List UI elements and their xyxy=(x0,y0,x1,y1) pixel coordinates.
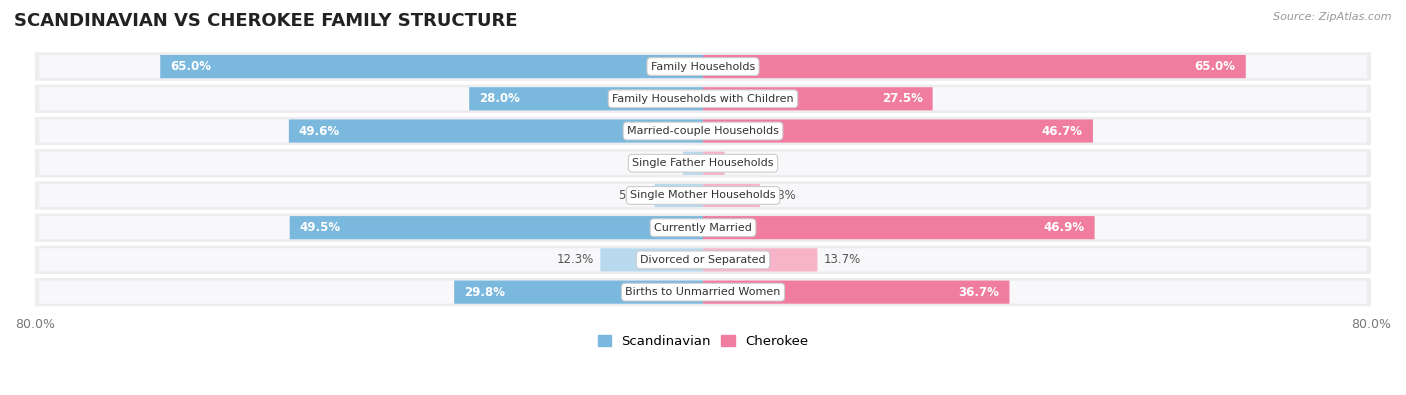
FancyBboxPatch shape xyxy=(703,119,1092,143)
FancyBboxPatch shape xyxy=(35,85,1371,113)
FancyBboxPatch shape xyxy=(35,181,1371,210)
FancyBboxPatch shape xyxy=(39,119,1367,143)
Text: 27.5%: 27.5% xyxy=(882,92,922,105)
Text: 29.8%: 29.8% xyxy=(464,286,505,299)
Text: 6.8%: 6.8% xyxy=(766,189,796,202)
FancyBboxPatch shape xyxy=(703,248,817,271)
FancyBboxPatch shape xyxy=(35,117,1371,145)
FancyBboxPatch shape xyxy=(683,152,703,175)
Text: Births to Unmarried Women: Births to Unmarried Women xyxy=(626,287,780,297)
Text: 49.6%: 49.6% xyxy=(299,124,340,137)
FancyBboxPatch shape xyxy=(39,55,1367,78)
FancyBboxPatch shape xyxy=(39,87,1367,110)
FancyBboxPatch shape xyxy=(35,278,1371,306)
Text: 46.7%: 46.7% xyxy=(1042,124,1083,137)
FancyBboxPatch shape xyxy=(35,246,1371,274)
Text: 5.8%: 5.8% xyxy=(619,189,648,202)
Text: 12.3%: 12.3% xyxy=(557,254,593,266)
Text: 46.9%: 46.9% xyxy=(1043,221,1084,234)
Text: 65.0%: 65.0% xyxy=(170,60,211,73)
Text: Source: ZipAtlas.com: Source: ZipAtlas.com xyxy=(1274,12,1392,22)
Text: 36.7%: 36.7% xyxy=(959,286,1000,299)
FancyBboxPatch shape xyxy=(703,184,759,207)
FancyBboxPatch shape xyxy=(35,149,1371,177)
FancyBboxPatch shape xyxy=(160,55,703,78)
FancyBboxPatch shape xyxy=(454,280,703,304)
Text: Family Households with Children: Family Households with Children xyxy=(612,94,794,104)
FancyBboxPatch shape xyxy=(39,152,1367,175)
FancyBboxPatch shape xyxy=(288,119,703,143)
FancyBboxPatch shape xyxy=(703,280,1010,304)
FancyBboxPatch shape xyxy=(39,248,1367,271)
Text: 2.4%: 2.4% xyxy=(647,157,676,170)
Text: 65.0%: 65.0% xyxy=(1195,60,1236,73)
Text: 13.7%: 13.7% xyxy=(824,254,862,266)
FancyBboxPatch shape xyxy=(35,53,1371,81)
Text: SCANDINAVIAN VS CHEROKEE FAMILY STRUCTURE: SCANDINAVIAN VS CHEROKEE FAMILY STRUCTUR… xyxy=(14,12,517,30)
FancyBboxPatch shape xyxy=(703,87,932,110)
Text: Currently Married: Currently Married xyxy=(654,223,752,233)
FancyBboxPatch shape xyxy=(470,87,703,110)
Text: 49.5%: 49.5% xyxy=(299,221,340,234)
FancyBboxPatch shape xyxy=(703,152,724,175)
FancyBboxPatch shape xyxy=(39,280,1367,304)
Text: 2.6%: 2.6% xyxy=(731,157,761,170)
FancyBboxPatch shape xyxy=(600,248,703,271)
Text: 28.0%: 28.0% xyxy=(479,92,520,105)
FancyBboxPatch shape xyxy=(703,216,1095,239)
FancyBboxPatch shape xyxy=(655,184,703,207)
Text: Married-couple Households: Married-couple Households xyxy=(627,126,779,136)
FancyBboxPatch shape xyxy=(39,216,1367,239)
Text: Single Father Households: Single Father Households xyxy=(633,158,773,168)
FancyBboxPatch shape xyxy=(35,214,1371,242)
Legend: Scandinavian, Cherokee: Scandinavian, Cherokee xyxy=(592,330,814,353)
Text: Family Households: Family Households xyxy=(651,62,755,71)
FancyBboxPatch shape xyxy=(290,216,703,239)
Text: Divorced or Separated: Divorced or Separated xyxy=(640,255,766,265)
Text: Single Mother Households: Single Mother Households xyxy=(630,190,776,200)
FancyBboxPatch shape xyxy=(39,184,1367,207)
FancyBboxPatch shape xyxy=(703,55,1246,78)
